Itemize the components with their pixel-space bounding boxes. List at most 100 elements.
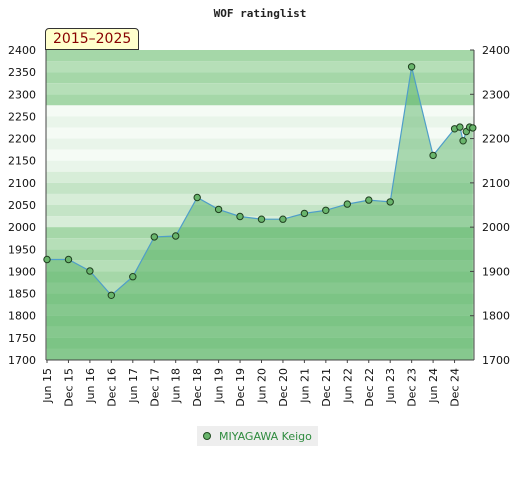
- background-band: [46, 348, 474, 360]
- data-point: [236, 212, 244, 221]
- x-tick-label: Jun 17: [127, 368, 140, 404]
- x-tick-label: Dec 19: [234, 368, 247, 407]
- data-point: [214, 205, 223, 214]
- data-point: [429, 151, 437, 160]
- x-tick-label: Jun 19: [213, 368, 226, 404]
- y-tick-label-right: 2400: [482, 44, 510, 57]
- background-band: [46, 138, 474, 150]
- rating-area-fill: [47, 66, 473, 361]
- data-point: [279, 215, 287, 223]
- background-band: [46, 337, 474, 349]
- data-point: [407, 63, 416, 71]
- y-tick-label-left: 2050: [8, 199, 36, 212]
- background-band: [46, 149, 474, 161]
- background-band: [46, 182, 474, 194]
- background-band: [46, 282, 474, 294]
- x-tick-label: Dec 23: [406, 368, 419, 407]
- data-point: [322, 206, 330, 215]
- data-point: [469, 124, 477, 132]
- background-band: [46, 249, 474, 261]
- x-tick-label: Jun 18: [170, 368, 183, 404]
- y-tick-label-left: 2300: [8, 88, 36, 101]
- y-tick-label-left: 1700: [8, 354, 36, 367]
- x-axis-labels: Jun 15 Dec 15 Jun 16 Dec 16 Jun 17 Dec 17 Jun …: [41, 360, 462, 407]
- chart-title: WOF ratinglist: [214, 7, 307, 20]
- data-point: [172, 232, 180, 240]
- background-band: [46, 205, 474, 217]
- right-y-axis-labels: 1700 1800 1900 2000 2100 2200 2300 2400: [470, 44, 510, 367]
- background-band: [46, 193, 474, 205]
- background-band: [46, 171, 474, 183]
- x-tick-label: Jun 24: [427, 368, 440, 404]
- y-tick-label-left: 2200: [8, 133, 36, 146]
- x-tick-label: Dec 15: [62, 368, 75, 407]
- y-tick-label-right: 1900: [482, 265, 510, 278]
- background-band: [46, 271, 474, 283]
- y-tick-label-left: 1750: [8, 332, 36, 345]
- background-band: [46, 61, 474, 73]
- data-point: [129, 273, 137, 281]
- x-tick-label: Dec 18: [191, 368, 204, 407]
- background-band: [46, 326, 474, 338]
- data-point: [365, 196, 373, 204]
- data-points: [43, 63, 477, 299]
- y-tick-label-right: 1700: [482, 354, 510, 367]
- background-band: [46, 127, 474, 139]
- y-tick-label-right: 2200: [482, 133, 510, 146]
- y-tick-label-right: 1800: [482, 310, 510, 323]
- background-band: [46, 94, 474, 106]
- x-tick-label: Dec 21: [320, 368, 333, 407]
- data-point: [107, 291, 116, 299]
- y-tick-label-right: 2300: [482, 88, 510, 101]
- left-y-axis-labels: 1700 1750 1800 1850 1900 1950 2000 2050 2100 2150…: [8, 44, 36, 367]
- x-tick-label: Dec 17: [148, 368, 161, 407]
- data-point: [64, 255, 73, 264]
- data-point: [459, 137, 467, 145]
- x-tick-label: Jun 15: [41, 368, 54, 404]
- data-point: [86, 267, 94, 275]
- background-band: [46, 83, 474, 95]
- background-band: [46, 315, 474, 327]
- x-tick-label: Jun 21: [298, 368, 311, 404]
- background-band: [46, 50, 474, 62]
- background-band: [46, 260, 474, 272]
- y-tick-label-right: 2100: [482, 177, 510, 190]
- x-tick-label: Jun 23: [384, 368, 397, 404]
- legend-series-name: MIYAGAWA Keigo: [219, 429, 312, 443]
- data-point: [456, 123, 464, 131]
- y-tick-label-left: 1800: [8, 310, 36, 323]
- legend[interactable]: MIYAGAWA Keigo: [197, 426, 318, 446]
- data-point: [43, 255, 51, 264]
- y-tick-label-left: 1900: [8, 265, 36, 278]
- background-band: [46, 304, 474, 316]
- axes: [45, 50, 475, 361]
- background-band: [46, 227, 474, 239]
- data-point: [193, 193, 201, 202]
- background-band: [46, 238, 474, 250]
- background-band: [46, 116, 474, 128]
- x-tick-label: Jun 16: [84, 368, 97, 404]
- y-tick-label-left: 2350: [8, 66, 36, 79]
- data-point: [300, 209, 309, 218]
- y-tick-label-left: 1950: [8, 243, 36, 256]
- x-tick-label: Dec 20: [277, 368, 290, 407]
- x-tick-label: Jun 20: [256, 368, 269, 404]
- data-point: [343, 200, 351, 208]
- x-tick-label: Dec 22: [363, 368, 376, 407]
- x-tick-label: Dec 16: [105, 368, 118, 407]
- data-point: [150, 233, 159, 241]
- y-tick-label-left: 2150: [8, 155, 36, 168]
- y-tick-label-right: 2000: [482, 221, 510, 234]
- y-tick-label-left: 2250: [8, 110, 36, 123]
- data-point: [257, 215, 266, 223]
- y-tick-label-left: 2400: [8, 44, 36, 57]
- data-point: [386, 198, 394, 206]
- legend-marker-icon: [203, 432, 211, 440]
- background-band: [46, 160, 474, 172]
- x-tick-label: Dec 24: [449, 368, 462, 407]
- background-band: [46, 293, 474, 305]
- background-band: [46, 72, 474, 84]
- background-band: [46, 105, 474, 117]
- y-tick-label-left: 2100: [8, 177, 36, 190]
